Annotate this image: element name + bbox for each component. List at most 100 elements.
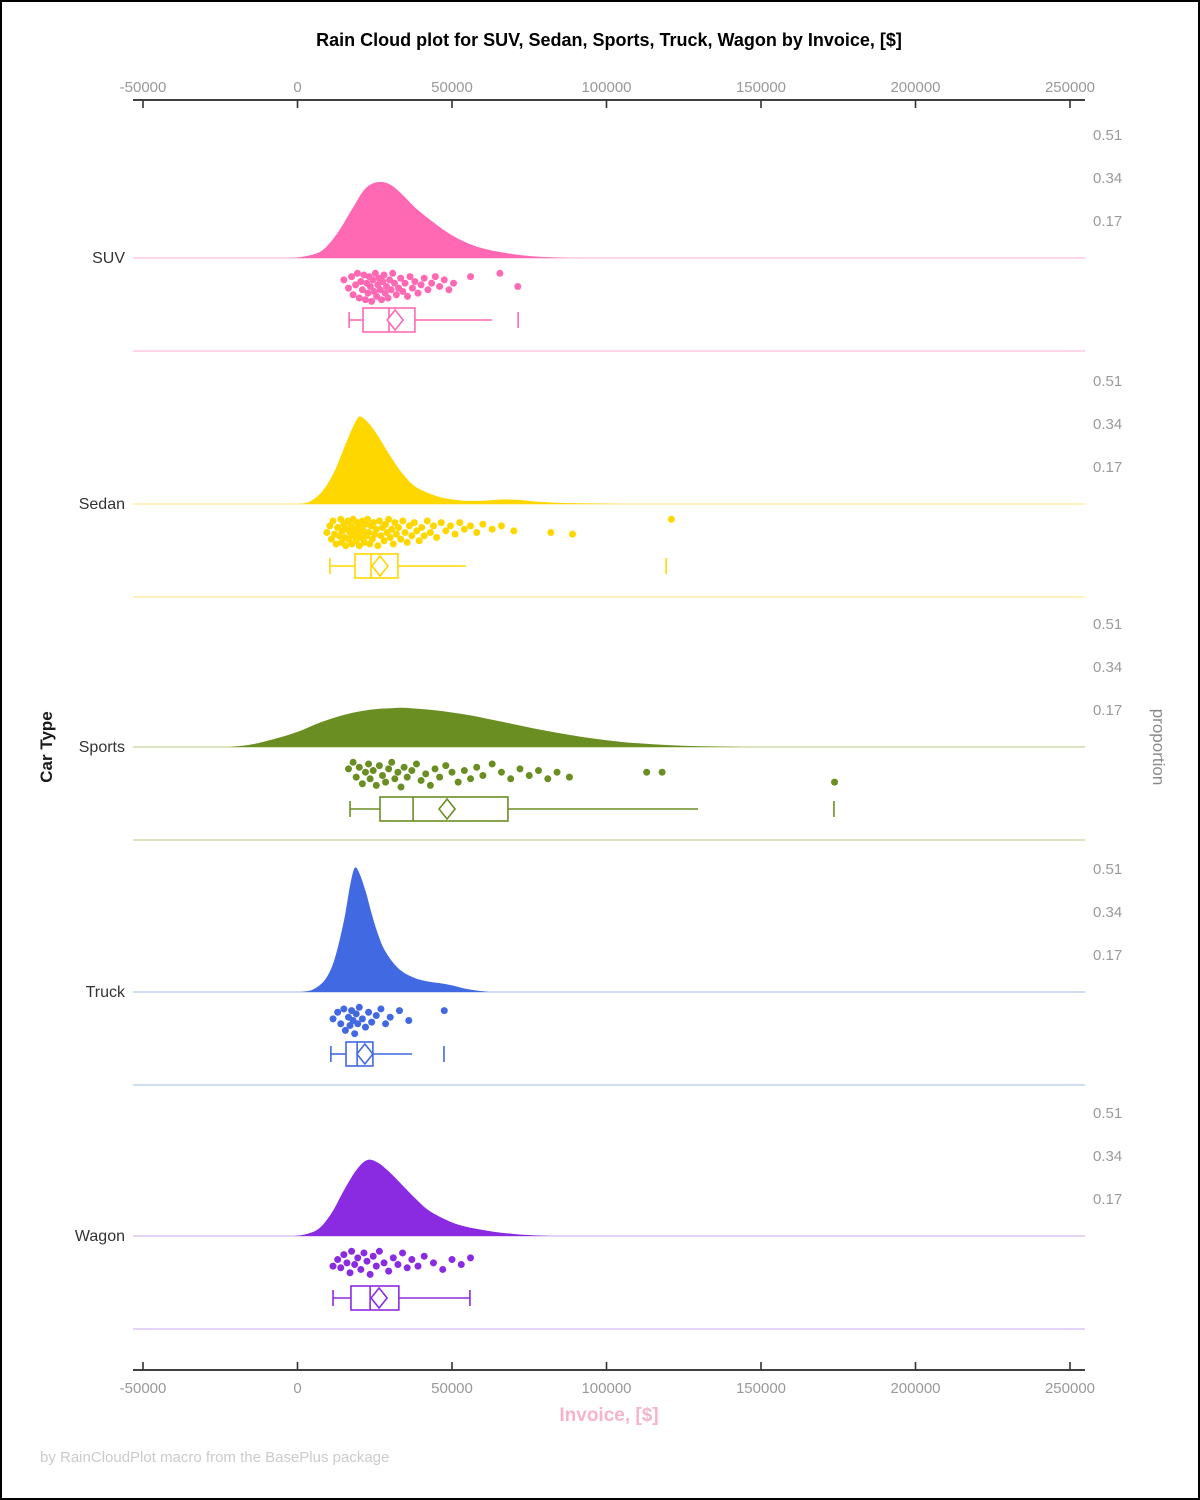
rain-point xyxy=(376,286,384,294)
rain-point xyxy=(414,1262,422,1270)
rain-point xyxy=(371,269,379,277)
rain-point xyxy=(473,529,481,536)
rain-point xyxy=(388,525,396,533)
rain-point xyxy=(372,1012,380,1020)
rain-point xyxy=(451,530,459,538)
rain-point xyxy=(355,294,363,302)
x-axis-top-tick-label: 0 xyxy=(293,79,301,96)
x-axis-top-tick-label: -50000 xyxy=(120,79,167,96)
proportion-tick-label-suv: 0.17 xyxy=(1093,213,1122,230)
rain-point xyxy=(391,519,399,527)
rain-point xyxy=(366,1270,374,1278)
rain-point xyxy=(378,296,386,304)
rain-point xyxy=(399,1249,407,1257)
proportion-tick-label-sedan: 0.34 xyxy=(1093,416,1122,433)
rain-point xyxy=(351,1030,359,1038)
rain-point xyxy=(565,773,573,781)
rain-point xyxy=(403,773,411,781)
rain-point xyxy=(514,283,522,290)
rain-point xyxy=(497,522,505,530)
proportion-tick-label-sports: 0.17 xyxy=(1093,702,1122,719)
rain-point xyxy=(394,768,402,776)
rain-point xyxy=(429,522,437,530)
proportion-tick-label-wagon: 0.51 xyxy=(1093,1105,1122,1122)
rain-point xyxy=(516,765,524,773)
rain-point xyxy=(405,522,413,530)
category-label-truck: Truck xyxy=(86,984,126,1001)
rain-point xyxy=(352,1010,360,1018)
rain-point xyxy=(370,519,378,527)
rain-point xyxy=(437,519,445,527)
y-axis-title-left: Car Type xyxy=(37,711,56,783)
rain-point xyxy=(361,296,369,304)
box-mean-diamond-wagon xyxy=(370,1286,389,1310)
rain-point xyxy=(667,515,675,523)
rain-point xyxy=(357,278,365,286)
x-axis-top-tick-label: 200000 xyxy=(890,79,940,96)
box-mean-diamond-sports xyxy=(438,797,457,821)
rain-point xyxy=(323,529,331,536)
rain-point xyxy=(346,1269,354,1277)
rain-point xyxy=(375,762,383,770)
density-cloud-sedan xyxy=(299,416,622,504)
rain-point xyxy=(408,1256,416,1264)
rain-point xyxy=(382,1020,390,1028)
x-axis-title: Invoice, [$] xyxy=(559,1405,659,1426)
rain-point xyxy=(389,540,397,548)
rain-points-sedan xyxy=(323,515,675,550)
rain-point xyxy=(394,1261,402,1268)
x-axis-bottom-tick-label: 150000 xyxy=(736,1380,786,1397)
rain-point xyxy=(391,279,399,287)
rain-point xyxy=(334,1008,342,1016)
rain-point xyxy=(544,775,552,783)
rain-point xyxy=(341,1026,349,1034)
rain-point xyxy=(401,279,409,287)
rain-point xyxy=(450,279,458,287)
rain-point xyxy=(329,1015,337,1023)
rain-point xyxy=(385,1267,393,1275)
rain-point xyxy=(433,533,441,541)
rain-point xyxy=(354,1254,362,1262)
rain-point xyxy=(467,1254,475,1262)
rain-point xyxy=(410,519,418,527)
category-label-sedan: Sedan xyxy=(79,496,125,513)
rain-point xyxy=(374,542,382,550)
rain-point xyxy=(448,768,456,776)
proportion-tick-label-sedan: 0.17 xyxy=(1093,459,1122,476)
rain-point xyxy=(397,535,405,543)
rain-point xyxy=(525,772,533,779)
rain-point xyxy=(349,291,357,299)
rain-point xyxy=(488,525,496,533)
rain-point xyxy=(364,515,372,523)
rain-point xyxy=(334,1256,342,1264)
rain-point xyxy=(428,279,436,287)
rain-point xyxy=(329,1262,337,1270)
rain-point xyxy=(358,1015,366,1023)
rain-point xyxy=(372,1262,380,1270)
rain-point xyxy=(329,517,337,525)
rain-point xyxy=(386,533,394,541)
rain-point xyxy=(423,517,431,525)
rain-point xyxy=(408,532,416,540)
rain-point xyxy=(426,781,434,789)
rain-point xyxy=(358,780,366,788)
rain-point xyxy=(360,538,368,546)
rain-point xyxy=(417,281,425,289)
rain-point xyxy=(417,776,425,784)
rain-point xyxy=(460,767,468,775)
rain-point xyxy=(377,1005,385,1013)
rain-point xyxy=(368,1018,376,1026)
rain-point xyxy=(405,1017,413,1024)
density-cloud-wagon xyxy=(294,1159,551,1236)
rain-point xyxy=(400,763,408,771)
rain-point xyxy=(355,542,363,550)
rain-point xyxy=(497,768,505,776)
rain-point xyxy=(439,1265,447,1273)
rain-point xyxy=(332,540,340,548)
rain-point xyxy=(364,289,372,297)
rain-point xyxy=(510,527,518,535)
rain-point xyxy=(436,773,444,781)
rain-point xyxy=(426,529,434,536)
